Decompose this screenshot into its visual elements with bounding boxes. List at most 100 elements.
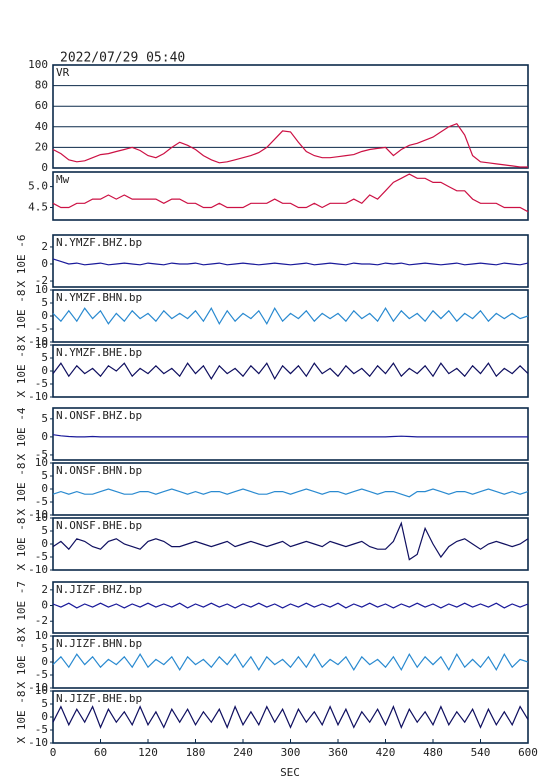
y-tick-label: 0 [41,537,48,550]
x-tick-label: 0 [50,746,57,759]
y-tick-label: 80 [35,79,48,92]
unit-label: X 10E -8 [15,636,28,689]
panel-label: N.JIZF.BHZ.bp [56,583,142,596]
y-tick-label: -5 [35,322,48,335]
x-tick-label: 360 [328,746,348,759]
y-tick-label: -5 [35,377,48,390]
y-tick-label: 5 [41,469,48,482]
y-tick-label: 0 [41,430,48,443]
x-tick-label: 540 [471,746,491,759]
y-tick-label: -10 [28,508,48,521]
x-axis-label: SEC [280,766,300,779]
y-tick-label: -5 [35,448,48,461]
y-tick-label: 2 [41,583,48,596]
panel-frame [52,234,529,288]
y-tick-label: -10 [28,563,48,576]
y-tick-label: 4.5 [28,200,48,213]
panel-label: N.JIZF.BHE.bp [56,692,142,705]
y-tick-label: -5 [35,495,48,508]
unit-label: X 10E -8 [15,290,28,343]
y-tick-label: 10 [35,684,48,697]
panel-frame [52,517,529,571]
y-tick-label: 0 [41,364,48,377]
y-tick-label: -5 [35,550,48,563]
panel-frame [52,462,529,516]
panel-label: VR [56,66,70,79]
y-tick-label: 5 [41,697,48,710]
y-tick-label: 0 [41,710,48,723]
x-tick-label: 240 [233,746,253,759]
x-tick-label: 180 [186,746,206,759]
y-tick-label: -10 [28,681,48,694]
x-tick-label: 300 [281,746,301,759]
y-tick-label: -10 [28,335,48,348]
y-tick-label: 0 [41,482,48,495]
y-tick-label: 0 [41,161,48,174]
unit-label: X 10E -7 [15,581,28,634]
y-tick-label: 100 [28,58,48,71]
unit-label: X 10E -8 [15,463,28,516]
y-tick-label: 60 [35,99,48,112]
y-tick-label: -5 [35,668,48,681]
y-tick-label: 10 [35,283,48,296]
unit-label: X 10E -6 [15,235,28,288]
waveform [52,488,529,498]
y-tick-label: 5 [41,412,48,425]
y-tick-label: 10 [35,629,48,642]
panel-frame [52,64,529,169]
y-tick-label: -10 [28,736,48,749]
y-tick-label: 10 [35,511,48,524]
waveform [52,362,529,381]
waveform [52,705,529,729]
unit-label: X 10E -8 [15,518,28,571]
panel-frame [52,344,529,398]
x-tick-label: 480 [423,746,443,759]
chart-title: 2022/07/29 05:40 [60,51,185,66]
y-tick-label: 0 [41,309,48,322]
waveform [52,521,529,561]
panel-frame [52,581,529,634]
y-tick-label: 0 [41,599,48,612]
y-tick-label: 5 [41,351,48,364]
panel-label: N.ONSF.BHE.bp [56,519,142,532]
waveform [52,258,529,266]
waveform [52,306,529,326]
panel-label: Mw [56,173,70,186]
x-tick-label: 420 [376,746,396,759]
y-tick-label: 2 [41,240,48,253]
y-tick-label: 40 [35,120,48,133]
y-tick-label: 5 [41,524,48,537]
waveform [52,434,528,438]
y-tick-label: -2 [35,274,48,287]
waveform [52,602,529,609]
y-tick-label: 0 [41,655,48,668]
waveform [52,173,529,213]
panel-frame [52,407,529,461]
y-tick-label: 0 [41,257,48,270]
panel-label: N.JIZF.BHN.bp [56,637,142,650]
panel-label: N.ONSF.BHZ.bp [56,409,142,422]
y-tick-label: -2 [35,614,48,627]
y-tick-label: 10 [35,338,48,351]
unit-label: X 10E -4 [15,407,28,460]
unit-label: X 10E -8 [15,345,28,398]
panel-label: N.YMZF.BHZ.bp [56,236,142,249]
x-tick-label: 600 [518,746,538,759]
x-tick-label: 60 [94,746,107,759]
unit-label: X 10E -8 [15,691,28,744]
y-tick-label: 5 [41,642,48,655]
y-tick-label: 20 [35,140,48,153]
waveform [52,652,529,672]
y-tick-label: -5 [35,723,48,736]
panel-label: N.YMZF.BHN.bp [56,291,142,304]
y-tick-label: -10 [28,390,48,403]
waveform [52,122,528,168]
y-tick-label: 5.0 [28,180,48,193]
panel-label: N.YMZF.BHE.bp [56,346,142,359]
panel-frame [52,171,529,221]
panel-label: N.ONSF.BHN.bp [56,464,142,477]
y-tick-label: 5 [41,296,48,309]
x-tick-label: 120 [138,746,158,759]
y-tick-label: 10 [35,456,48,469]
